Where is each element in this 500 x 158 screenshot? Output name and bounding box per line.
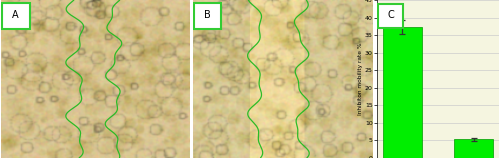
FancyBboxPatch shape (194, 3, 222, 29)
Bar (382, 27, 422, 158)
FancyBboxPatch shape (2, 3, 30, 29)
Y-axis label: Inhibiton mobility rate %: Inhibiton mobility rate % (358, 43, 363, 115)
Text: A: A (12, 10, 18, 20)
Text: C: C (387, 10, 394, 20)
Bar (454, 140, 494, 158)
Text: B: B (204, 10, 210, 20)
FancyBboxPatch shape (378, 4, 403, 28)
